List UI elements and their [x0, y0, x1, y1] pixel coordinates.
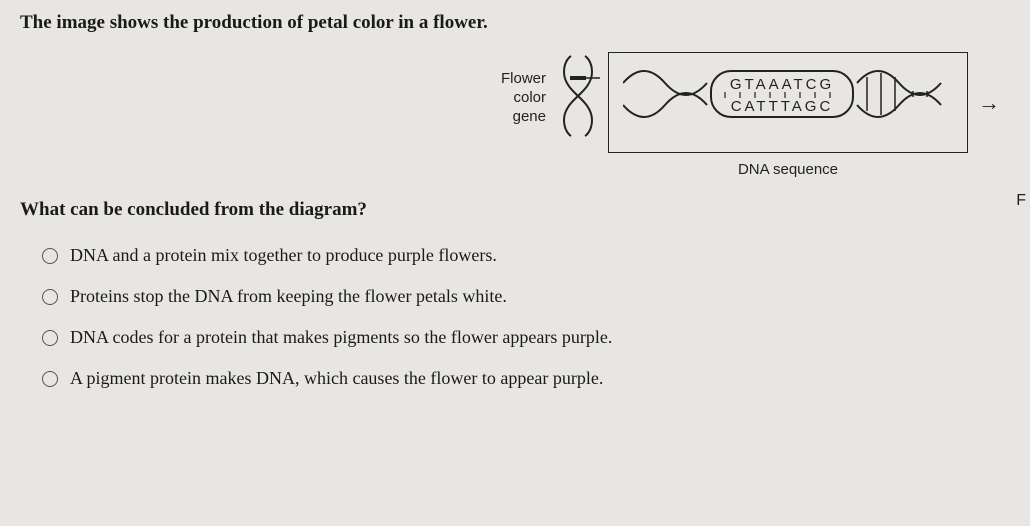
arrow-right-icon: →	[978, 90, 1000, 116]
radio-icon[interactable]	[42, 371, 58, 387]
option-label: DNA and a protein mix together to produc…	[70, 245, 497, 266]
intro-text: The image shows the production of petal …	[20, 12, 1010, 34]
radio-icon[interactable]	[42, 330, 58, 346]
gene-label-line1: Flower	[501, 70, 546, 89]
option-c[interactable]: DNA codes for a protein that makes pigme…	[42, 327, 1010, 348]
dna-helix-icon: GTAAATCG CATTTAGC	[623, 63, 953, 125]
option-label: Proteins stop the DNA from keeping the f…	[70, 286, 507, 307]
chromosome-icon	[556, 52, 600, 140]
gene-band	[570, 76, 586, 80]
gene-label-line2: color	[501, 89, 546, 108]
seq-top-text: GTAAATCG	[730, 76, 834, 93]
option-b[interactable]: Proteins stop the DNA from keeping the f…	[42, 286, 1010, 307]
radio-icon[interactable]	[42, 289, 58, 305]
option-a[interactable]: DNA and a protein mix together to produc…	[42, 245, 1010, 266]
gene-label: Flower color gene	[501, 70, 546, 126]
edge-cut-text: F	[1016, 192, 1026, 210]
question-text: What can be concluded from the diagram?	[20, 199, 1010, 221]
seq-bottom-text: CATTTAGC	[731, 98, 834, 115]
diagram: Flower color gene GTAAATCG CATTTAGC	[20, 52, 1010, 153]
radio-icon[interactable]	[42, 248, 58, 264]
option-d[interactable]: A pigment protein makes DNA, which cause…	[42, 368, 1010, 389]
options-group: DNA and a protein mix together to produc…	[20, 245, 1010, 389]
option-label: A pigment protein makes DNA, which cause…	[70, 368, 603, 389]
dna-caption: DNA sequence	[738, 161, 838, 178]
gene-label-line3: gene	[501, 108, 546, 127]
dna-sequence-box: GTAAATCG CATTTAGC DNA sequence	[608, 52, 968, 153]
option-label: DNA codes for a protein that makes pigme…	[70, 327, 612, 348]
